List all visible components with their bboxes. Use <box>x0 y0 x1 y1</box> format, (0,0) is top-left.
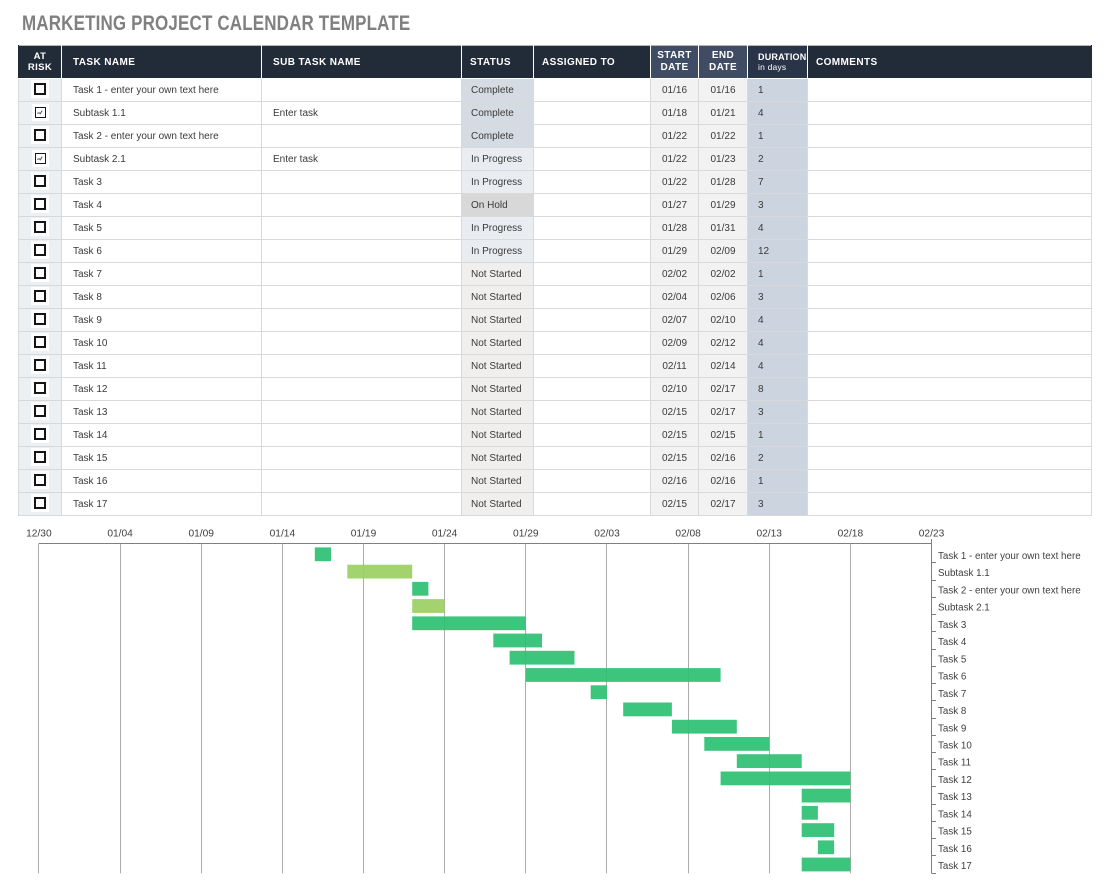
svg-text:02/23: 02/23 <box>919 529 945 540</box>
svg-text:Task 8: Task 8 <box>938 706 967 717</box>
svg-text:Task 4: Task 4 <box>938 637 967 648</box>
svg-text:02/08: 02/08 <box>675 529 701 540</box>
svg-text:02/18: 02/18 <box>838 529 864 540</box>
svg-text:Task 7: Task 7 <box>938 689 966 700</box>
svg-text:01/19: 01/19 <box>351 529 377 540</box>
svg-text:02/13: 02/13 <box>756 529 782 540</box>
svg-text:12/30: 12/30 <box>26 529 52 540</box>
svg-text:Task 12: Task 12 <box>938 775 972 786</box>
svg-text:Task 3: Task 3 <box>938 620 967 631</box>
svg-text:Task 1 - enter your own text h: Task 1 - enter your own text here <box>938 551 1081 562</box>
svg-text:02/03: 02/03 <box>594 529 620 540</box>
svg-text:Task 16: Task 16 <box>938 844 972 855</box>
svg-text:Task 14: Task 14 <box>938 809 972 820</box>
svg-text:01/14: 01/14 <box>270 529 296 540</box>
svg-text:01/24: 01/24 <box>432 529 458 540</box>
svg-text:Task 10: Task 10 <box>938 741 972 752</box>
svg-text:Task 11: Task 11 <box>938 758 971 769</box>
svg-text:01/09: 01/09 <box>188 529 214 540</box>
svg-text:Task 17: Task 17 <box>938 861 972 872</box>
svg-text:Subtask 2.1: Subtask 2.1 <box>938 603 990 614</box>
svg-text:Task 6: Task 6 <box>938 672 967 683</box>
svg-text:Task 2 - enter your own text h: Task 2 - enter your own text here <box>938 585 1081 596</box>
svg-text:Task 13: Task 13 <box>938 792 972 803</box>
svg-text:Subtask 1.1: Subtask 1.1 <box>938 568 990 579</box>
svg-text:Task 5: Task 5 <box>938 654 967 665</box>
svg-text:01/04: 01/04 <box>107 529 133 540</box>
svg-text:01/29: 01/29 <box>513 529 539 540</box>
svg-text:Task 9: Task 9 <box>938 723 966 734</box>
svg-text:Task 15: Task 15 <box>938 827 972 838</box>
